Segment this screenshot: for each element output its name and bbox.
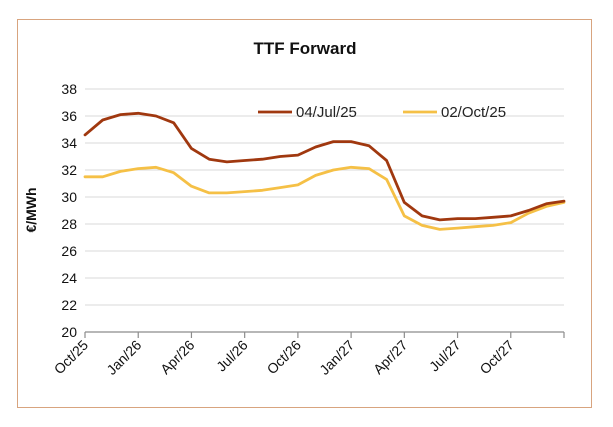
x-tick-label: Apr/27 [370,337,411,378]
y-tick-label: 30 [61,189,77,205]
x-tick-label: Oct/26 [264,337,305,378]
y-axis-label: €/MWh [23,187,39,232]
chart-frame [17,19,592,408]
x-tick-labels: Oct/25 Jan/26 Apr/26 Jul/26 Oct/26 Jan/27 Apr/… [51,337,517,378]
series-lines [83,111,566,231]
y-tick-label: 22 [61,297,77,313]
x-tick-label: Jul/27 [426,337,464,375]
chart-title: TTF Forward [254,39,357,58]
y-tick-label: 28 [61,216,77,232]
x-tick-label: Jan/26 [103,337,144,378]
x-tick-label: Oct/25 [51,337,92,378]
y-tick-label: 38 [61,81,77,97]
series-line-04-jul-25 [83,111,566,222]
x-tick-label: Oct/27 [476,337,517,378]
x-tick-label: Jan/27 [316,337,357,378]
x-tick-label: Jul/26 [213,337,251,375]
y-tick-labels: 20 22 24 26 28 30 32 34 36 38 [61,81,77,340]
legend: 04/Jul/25 02/Oct/25 [258,104,506,121]
legend-label: 02/Oct/25 [441,104,506,121]
y-gridlines [85,88,564,306]
x-axis [84,331,565,338]
y-tick-label: 32 [61,162,77,178]
y-tick-label: 26 [61,243,77,259]
y-tick-label: 34 [61,135,77,151]
x-tick-label: Apr/26 [157,337,198,378]
y-tick-label: 24 [61,270,77,286]
y-tick-label: 20 [61,324,77,340]
y-tick-label: 36 [61,108,77,124]
series-line-02-oct-25 [83,165,566,231]
legend-label: 04/Jul/25 [296,104,357,121]
